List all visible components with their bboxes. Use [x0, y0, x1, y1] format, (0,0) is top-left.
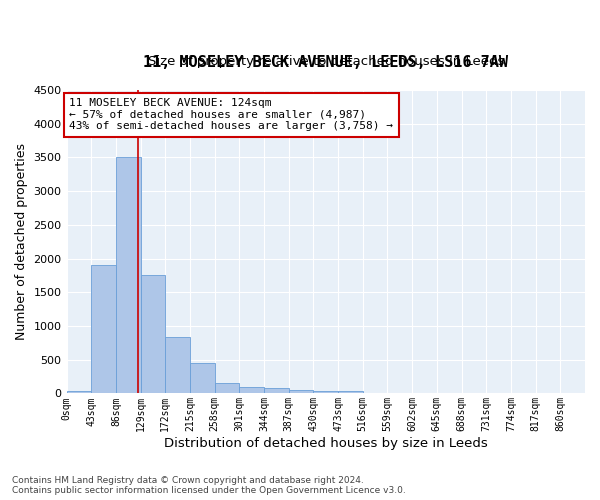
- Bar: [91, 266, 116, 394]
- Bar: [239, 386, 264, 394]
- Bar: [289, 390, 313, 394]
- Y-axis label: Number of detached properties: Number of detached properties: [15, 143, 28, 340]
- Bar: [165, 337, 190, 394]
- Bar: [338, 392, 363, 394]
- X-axis label: Distribution of detached houses by size in Leeds: Distribution of detached houses by size …: [164, 437, 488, 450]
- Bar: [190, 363, 215, 394]
- Title: Size of property relative to detached houses in Leeds: Size of property relative to detached ho…: [148, 55, 504, 68]
- Text: 11, MOSELEY BECK AVENUE, LEEDS, LS16 7AW: 11, MOSELEY BECK AVENUE, LEEDS, LS16 7AW: [143, 56, 508, 70]
- Bar: [264, 388, 289, 394]
- Bar: [215, 382, 239, 394]
- Bar: [140, 275, 165, 394]
- Bar: [67, 392, 91, 394]
- Text: Contains HM Land Registry data © Crown copyright and database right 2024.
Contai: Contains HM Land Registry data © Crown c…: [12, 476, 406, 495]
- Text: 11 MOSELEY BECK AVENUE: 124sqm
← 57% of detached houses are smaller (4,987)
43% : 11 MOSELEY BECK AVENUE: 124sqm ← 57% of …: [70, 98, 394, 132]
- Bar: [116, 158, 140, 394]
- Bar: [313, 390, 338, 394]
